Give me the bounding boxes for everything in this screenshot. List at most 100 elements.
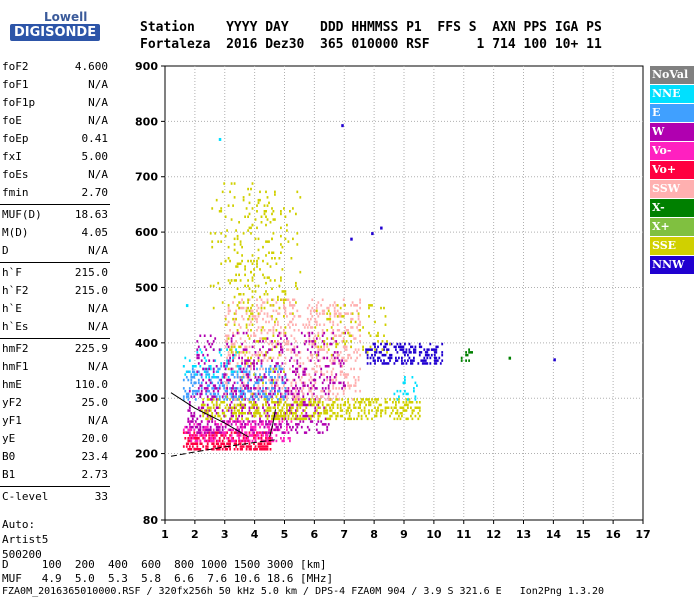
echo-point [268,442,270,445]
echo-point [253,259,255,263]
echo-point [241,306,243,310]
echo-point [360,417,363,421]
echo-point [293,395,296,398]
echo-point [365,414,367,418]
echo-point [292,378,294,382]
echo-point [265,392,267,396]
echo-point [263,445,266,448]
echo-point [206,389,209,393]
echo-point [362,348,364,351]
echo-point [265,215,267,218]
echo-point [320,389,323,393]
echo-point [250,367,252,371]
echo-point [239,392,242,396]
echo-point [193,448,196,451]
echo-point [184,389,187,393]
echo-point [257,392,260,396]
echo-point [217,406,220,409]
echo-point [260,389,263,393]
echo-point [357,329,360,332]
param-label: hmF1 [2,360,29,373]
echo-point [263,442,266,445]
echo-point [339,409,342,412]
echo-point [215,406,218,409]
echo-point [308,334,311,337]
echo-point [274,389,276,393]
param-row-4: foEp 0.41 [0,130,110,148]
echo-point [217,281,220,285]
echo-point [220,210,223,213]
echo-point [194,389,197,393]
echo-point [221,373,224,376]
echo-point [196,434,199,437]
echo-point [290,409,293,412]
echo-point [224,387,227,390]
echo-point [433,362,436,365]
echo-point [265,367,267,371]
echo-point [196,340,199,343]
echo-point [278,306,281,310]
echo-point [292,370,294,373]
echo-point [371,348,373,351]
echo-point [424,362,427,365]
x-tick-label: 11 [456,528,471,541]
x-tick-label: 9 [400,528,408,541]
echo-point [202,403,205,407]
echo-point [290,412,293,415]
echo-point [247,445,249,448]
echo-point [306,306,309,310]
echo-point [266,262,269,265]
echo-point [399,417,402,421]
echo-point [357,323,360,326]
echo-point [297,423,300,426]
echo-point [295,373,297,376]
echo-point [265,445,267,448]
echo-point [321,431,324,434]
echo-point [188,434,191,437]
echo-point [202,428,205,432]
echo-point [257,412,260,415]
echo-point [312,309,315,313]
echo-point [265,431,267,434]
echo-point [269,367,272,371]
echo-point [265,320,267,324]
echo-point [306,356,309,360]
echo-point [318,359,321,362]
echo-point [308,331,311,335]
echo-point [266,351,269,354]
echo-point [321,298,324,301]
echo-point [221,301,224,304]
echo-point [230,182,233,185]
echo-point [253,392,255,396]
echo-point [317,359,320,362]
echo-point [317,417,320,421]
echo-point [253,406,255,409]
echo-point [281,367,284,371]
echo-point [220,417,223,421]
echo-point [321,331,324,335]
echo-point [223,365,226,368]
echo-point [341,359,344,362]
echo-point [284,312,287,315]
echo-point [426,362,429,365]
echo-point [295,301,297,304]
echo-point [336,392,339,396]
echo-point [357,376,360,379]
echo-point [244,425,246,429]
echo-point [215,448,218,451]
echo-point [229,420,231,423]
echo-point [224,334,227,337]
echo-point [265,420,267,423]
echo-point [245,417,248,421]
echo-point [206,395,209,398]
echo-point [257,326,260,329]
echo-point [256,409,258,412]
echo-point [357,406,360,409]
echo-point [193,395,196,398]
echo-point [405,351,408,354]
echo-point [266,298,269,301]
echo-point [393,406,396,409]
echo-point [233,439,236,443]
echo-point [232,342,234,346]
echo-point [266,437,269,440]
